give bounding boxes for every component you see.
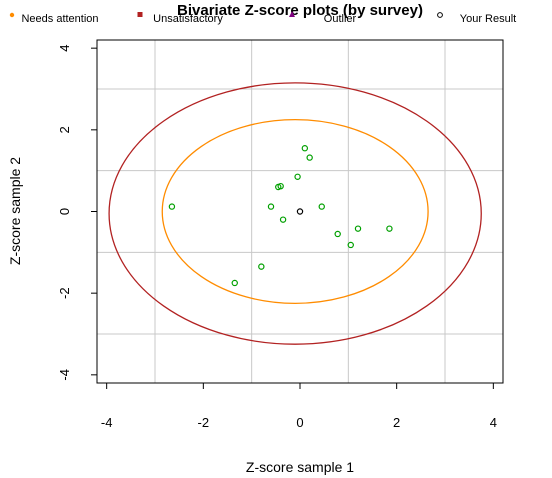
legend-label: Your Result: [460, 13, 516, 25]
your-result-point: [296, 208, 304, 215]
plot-area: -4 -2 0 2 4 -4 -2 0 2 4: [57, 39, 504, 430]
data-point: [258, 263, 265, 270]
legend: Needs attention Unsatisfactory Outlier Your…: [9, 11, 516, 25]
plot-frame: [96, 39, 504, 384]
x-tick-label: -2: [198, 415, 210, 430]
data-point: [347, 241, 354, 249]
legend-label: Unsatisfactory: [153, 13, 223, 25]
legend-label: Needs attention: [21, 13, 98, 25]
data-point: [267, 203, 275, 210]
data-point: [231, 279, 238, 287]
legend-marker-square-icon: [137, 12, 143, 17]
legend-marker-circle-icon: [437, 12, 443, 18]
data-point: [294, 173, 301, 180]
data-point: [275, 183, 282, 191]
y-tick-label: -2: [57, 287, 72, 299]
legend-label: Outlier: [324, 13, 357, 25]
y-tick-label: -4: [57, 369, 72, 381]
data-point: [306, 154, 313, 161]
x-tick-label: 0: [296, 415, 303, 430]
data-point: [354, 225, 362, 232]
confidence-ellipse: [161, 118, 429, 305]
data-point: [386, 225, 393, 232]
data-point: [301, 145, 309, 152]
y-tick-label: 2: [57, 126, 72, 133]
legend-marker-triangle-icon: [289, 11, 295, 17]
data-point: [279, 216, 287, 223]
chart-title: Bivariate Z-score plots (by survey): [177, 2, 423, 19]
data-point: [318, 203, 325, 210]
x-tick-label: 2: [393, 415, 400, 430]
x-tick-label: 4: [490, 415, 497, 430]
legend-marker-dot-icon: [9, 12, 15, 18]
y-tick-label: 4: [57, 45, 72, 52]
x-axis-title: Z-score sample 1: [246, 459, 354, 475]
y-tick-label: 0: [57, 208, 72, 215]
x-tick-label: -4: [101, 415, 113, 430]
y-axis-title: Z-score sample 2: [7, 157, 23, 265]
data-point: [334, 230, 341, 238]
confidence-ellipse: [108, 82, 482, 345]
data-point: [168, 203, 176, 210]
